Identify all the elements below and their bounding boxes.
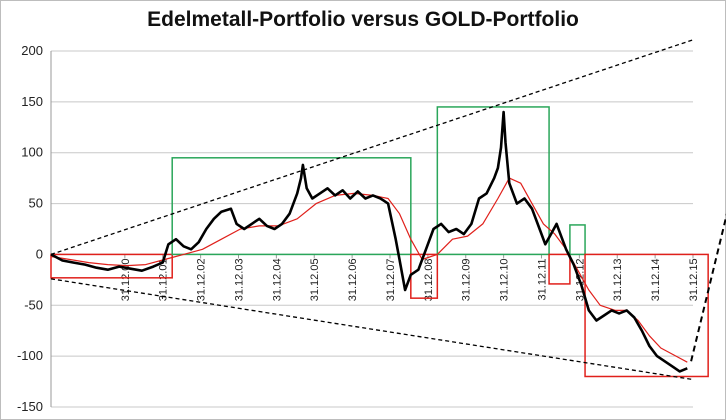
- series-lines: [50, 110, 688, 373]
- y-tick-label: 150: [21, 94, 43, 109]
- x-tick-label: 31.12.02: [196, 258, 208, 301]
- x-tick-label: 31.12.05: [309, 258, 321, 301]
- y-tick-label: 50: [29, 196, 43, 211]
- x-tick-label: 31.12.01: [158, 258, 170, 301]
- x-tick-label: 31.12.10: [499, 258, 511, 301]
- x-tick-label: 31.12.04: [271, 258, 283, 301]
- y-axis: -150 -100 -50 0 50 100 150 200: [17, 43, 52, 414]
- x-tick-label: 31.12.11: [536, 258, 548, 300]
- x-tick-label: 31.12.14: [650, 258, 662, 301]
- y-tick-label: -100: [17, 348, 43, 363]
- x-tick-label: 31.12.08: [423, 258, 435, 301]
- decline-box: [584, 253, 709, 378]
- y-tick-label: 100: [21, 145, 43, 160]
- x-tick-label: 31.12.03: [233, 258, 245, 301]
- x-tick-label: 31.12.09: [461, 258, 473, 301]
- x-tick-label: 31.12.07: [385, 258, 397, 301]
- portfolio-line: [50, 110, 688, 373]
- x-tick-label: 31.12.13: [612, 258, 624, 301]
- x-tick-label: 31.12.15: [688, 258, 700, 301]
- y-tick-label: -50: [24, 297, 43, 312]
- rise-box: [436, 106, 550, 256]
- forecast-arrow: [690, 213, 726, 362]
- y-tick-label: 0: [36, 246, 43, 261]
- trend-lines: [50, 39, 726, 381]
- y-tick-label: 200: [21, 43, 43, 58]
- trend-line: [50, 278, 694, 381]
- annotation-boxes: [50, 106, 709, 378]
- rise-box: [569, 224, 586, 256]
- chart-title: Edelmetall-Portfolio versus GOLD-Portfol…: [147, 8, 579, 31]
- gridlines: [51, 50, 693, 408]
- y-tick-label: -150: [17, 399, 43, 414]
- trend-line: [50, 39, 694, 256]
- x-tick-label: 31.12.06: [347, 258, 359, 301]
- rise-box: [171, 157, 412, 256]
- decline-box: [50, 253, 173, 279]
- decline-box: [548, 253, 571, 285]
